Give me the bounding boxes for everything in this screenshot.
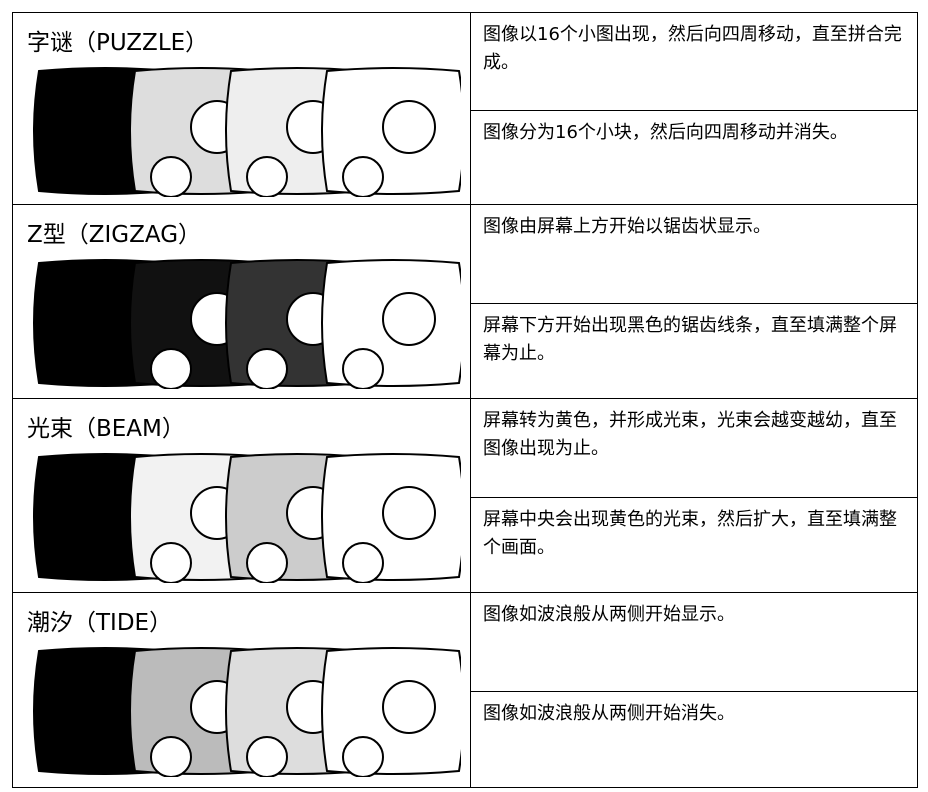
- description: 图像如波浪般从两侧开始消失。: [471, 691, 917, 787]
- dog: [150, 736, 192, 777]
- dog: [246, 348, 288, 389]
- section: 潮汐（TIDE） 图像如波浪般从两侧开始显示。图像如波浪般从两侧开始消失。: [12, 592, 918, 788]
- section-title: 光束（BEAM）: [27, 416, 185, 442]
- face: [382, 486, 436, 540]
- section-left: 字谜（PUZZLE）: [13, 13, 471, 204]
- screen: [321, 67, 461, 197]
- description: 图像分为16个小块，然后向四周移动并消失。: [471, 110, 917, 204]
- section-left: 潮汐（TIDE）: [13, 593, 471, 787]
- dog: [246, 156, 288, 197]
- transition-illustration: [33, 453, 461, 583]
- dog: [342, 348, 384, 389]
- section: 字谜（PUZZLE） 图像以16个小图出现，然后向四周移动，直至拼合完成。图像分为…: [12, 12, 918, 205]
- transition-illustration: [33, 259, 461, 389]
- description: 图像如波浪般从两侧开始显示。: [483, 604, 735, 625]
- section-title: 字谜（PUZZLE）: [27, 30, 209, 56]
- dog: [150, 542, 192, 583]
- section: 光束（BEAM） 屏幕转为黄色，并形成光束，光束会越变越幼，直至图像出现为止。屏幕…: [12, 398, 918, 593]
- screen: [321, 453, 461, 583]
- dog: [342, 156, 384, 197]
- screen: [321, 647, 461, 777]
- dog: [342, 542, 384, 583]
- dog: [150, 348, 192, 389]
- dog: [150, 156, 192, 197]
- section-left: 光束（BEAM）: [13, 399, 471, 592]
- transition-illustration: [33, 67, 461, 197]
- description: 屏幕中央会出现黄色的光束，然后扩大，直至填满整个画面。: [471, 497, 917, 592]
- description: 屏幕转为黄色，并形成光束，光束会越变越幼，直至图像出现为止。: [483, 410, 897, 459]
- section-left: Z型（ZIGZAG）: [13, 205, 471, 398]
- section: Z型（ZIGZAG） 图像由屏幕上方开始以锯齿状显示。屏幕下方开始出现黑色的锯齿线…: [12, 204, 918, 399]
- description: 屏幕下方开始出现黑色的锯齿线条，直至填满整个屏幕为止。: [471, 303, 917, 398]
- description: 图像由屏幕上方开始以锯齿状显示。: [483, 216, 771, 237]
- face: [382, 292, 436, 346]
- dog: [246, 542, 288, 583]
- face: [382, 100, 436, 154]
- section-title: 潮汐（TIDE）: [27, 610, 173, 636]
- description: 图像以16个小图出现，然后向四周移动，直至拼合完成。: [483, 24, 902, 73]
- section-title: Z型（ZIGZAG）: [27, 222, 202, 248]
- face: [382, 680, 436, 734]
- dog: [246, 736, 288, 777]
- transition-illustration: [33, 647, 461, 777]
- dog: [342, 736, 384, 777]
- screen: [321, 259, 461, 389]
